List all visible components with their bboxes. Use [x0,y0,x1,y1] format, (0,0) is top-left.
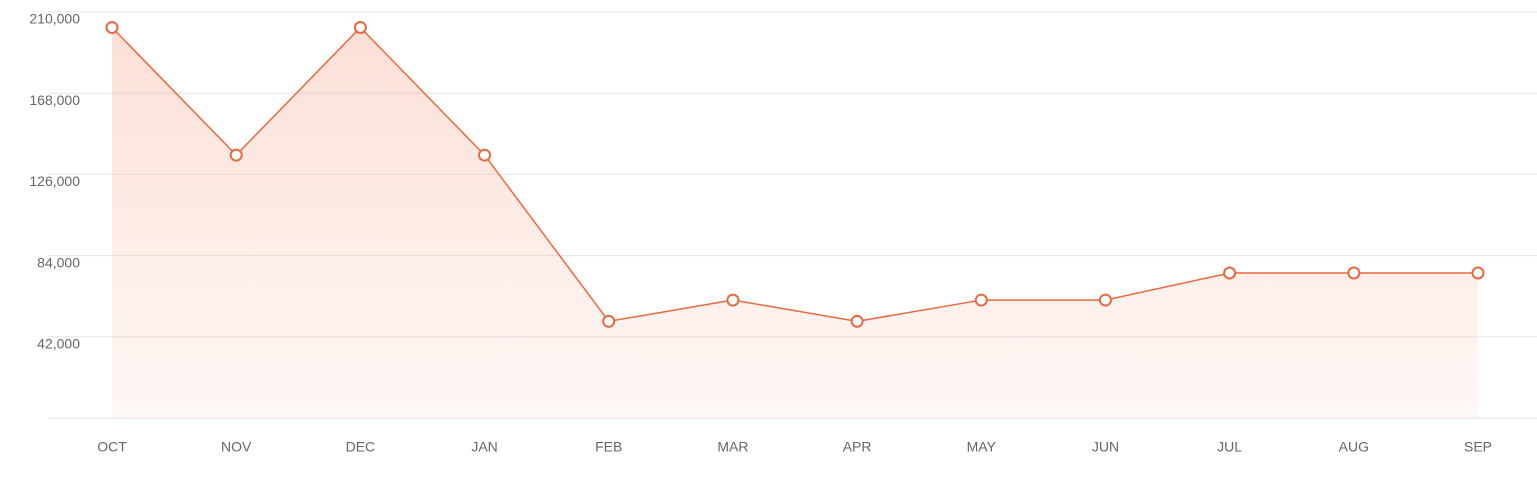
x-tick-label: JUN [1092,439,1119,455]
y-tick-label: 84,000 [37,254,80,270]
point [974,293,988,307]
line [111,26,1478,323]
point [726,293,740,307]
y-tick-label: 210,000 [29,11,80,27]
point [602,314,616,328]
x-tick-label: MAY [967,439,997,455]
point [229,148,243,162]
x-tick-label: SEP [1464,439,1492,455]
point [1223,266,1237,280]
point [353,20,367,34]
point [1471,266,1485,280]
x-tick-label: DEC [346,439,376,455]
area [112,27,1478,418]
y-tick-label: 168,000 [29,92,80,108]
x-tick-label: FEB [595,439,622,455]
x-tick-label: MAR [717,439,748,455]
y-tick-label: 42,000 [37,336,80,352]
x-tick-label: OCT [97,439,127,455]
x-tick-label: JAN [471,439,497,455]
x-tick-label: JUL [1217,439,1242,455]
point [1347,266,1361,280]
x-tick-label: AUG [1339,439,1369,455]
y-tick-label: 126,000 [29,173,80,189]
point [478,148,492,162]
point [105,20,119,34]
x-tick-label: APR [843,439,872,455]
point [850,314,864,328]
x-tick-label: NOV [221,439,252,455]
point [1098,293,1112,307]
